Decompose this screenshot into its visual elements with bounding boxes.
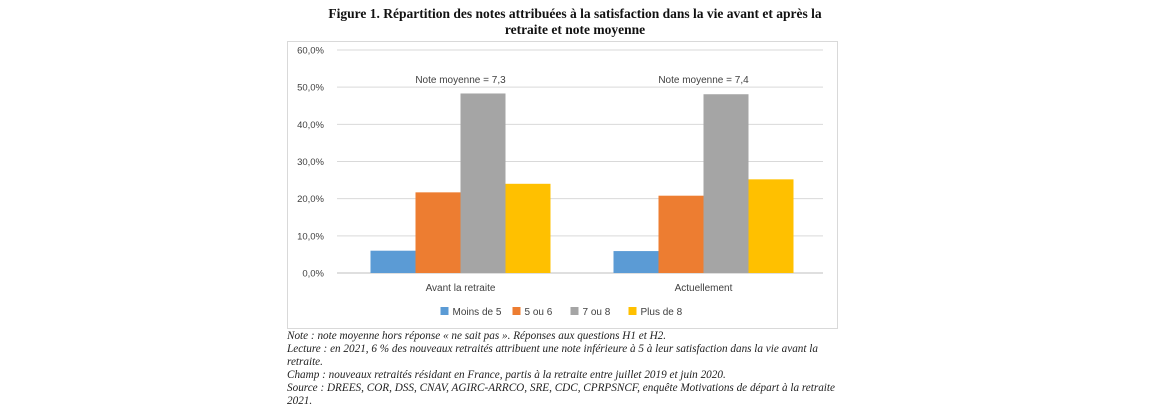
y-axis: 0,0% 10,0% 20,0% 30,0% 40,0% 50,0% 60,0%: [297, 46, 324, 280]
y-tick-label: 50,0%: [297, 83, 324, 94]
source-text: Source : DREES, COR, DSS, CNAV, AGIRC-AR…: [287, 382, 835, 407]
x-axis: Avant la retraite Actuellement: [426, 283, 733, 294]
y-tick-label: 10,0%: [297, 231, 324, 242]
y-tick-label: 0,0%: [302, 269, 324, 280]
y-tick-label: 60,0%: [297, 46, 324, 57]
bar: [370, 250, 416, 273]
legend-label: Plus de 8: [641, 307, 683, 318]
legend-label: Moins de 5: [453, 307, 502, 318]
figure-title: Figure 1. Répartition des notes attribué…: [0, 6, 1150, 38]
mean-score-annotation: Note moyenne = 7,3: [415, 75, 506, 86]
bar: [613, 251, 659, 273]
figure-notes: Note : note moyenne hors réponse « ne sa…: [287, 330, 847, 408]
legend-swatch: [440, 307, 449, 315]
lecture-text: Lecture : en 2021, 6 % des nouveaux retr…: [287, 343, 819, 368]
bar: [415, 192, 461, 273]
annotations: Note moyenne = 7,3 Note moyenne = 7,4: [415, 75, 749, 86]
bar: [505, 183, 551, 273]
y-tick-label: 20,0%: [297, 194, 324, 205]
figure-title-line-1: Figure 1. Répartition des notes attribué…: [328, 6, 822, 21]
mean-score-annotation: Note moyenne = 7,4: [658, 75, 749, 86]
legend-label: 7 ou 8: [583, 307, 611, 318]
bar: [658, 195, 704, 273]
y-tick-label: 40,0%: [297, 120, 324, 131]
legend-swatch: [628, 307, 637, 315]
bar: [748, 179, 794, 273]
legend-label: 5 ou 6: [525, 307, 553, 318]
bar: [703, 94, 749, 273]
bar-chart: 0,0% 10,0% 20,0% 30,0% 40,0% 50,0% 60,0% Note …: [297, 46, 823, 318]
x-category-label: Actuellement: [675, 283, 733, 294]
figure-title-line-2: retraite et note moyenne: [504, 22, 646, 37]
legend-swatch: [570, 307, 579, 315]
legend: Moins de 5 5 ou 6 7 ou 8 Plus de 8: [440, 307, 683, 318]
note-text: Note : note moyenne hors réponse « ne sa…: [287, 330, 667, 342]
chart-container: 0,0% 10,0% 20,0% 30,0% 40,0% 50,0% 60,0% Note …: [287, 41, 838, 329]
champ-text: Champ : nouveaux retraités résidant en F…: [287, 369, 726, 381]
y-tick-label: 30,0%: [297, 157, 324, 168]
bars: [370, 93, 794, 273]
bar: [460, 93, 506, 273]
legend-swatch: [512, 307, 521, 315]
x-category-label: Avant la retraite: [426, 283, 496, 294]
